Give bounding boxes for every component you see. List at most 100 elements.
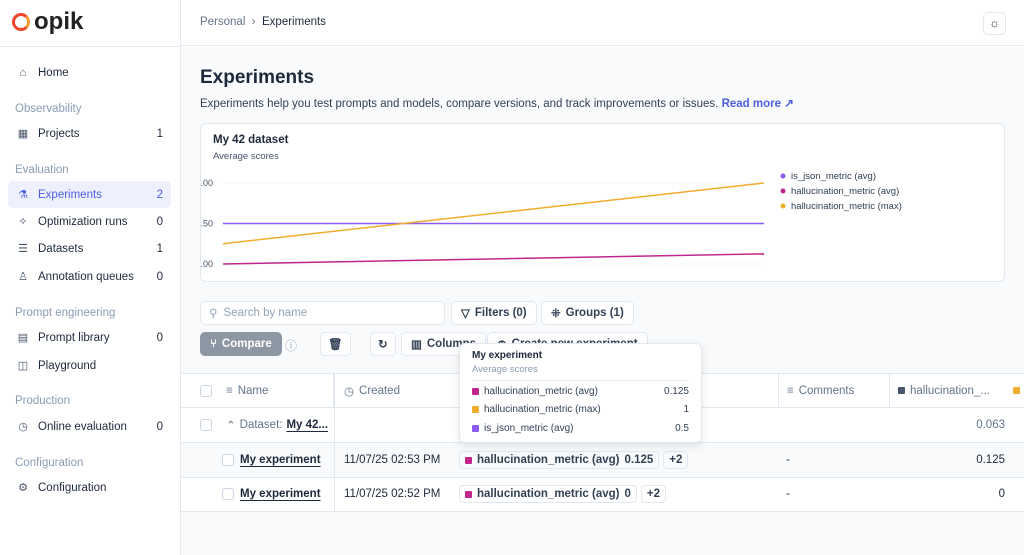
sun-icon: ☼ [989, 16, 1000, 30]
split-icon: ⑂ [210, 338, 217, 350]
sidebar-item-count: 0 [156, 420, 163, 433]
score-cell: 0.125 [976, 454, 1005, 466]
breadcrumb-experiments: Experiments [262, 16, 326, 28]
sidebar-item-label: Home [38, 66, 69, 79]
tooltip-value: 0.5 [675, 423, 689, 434]
trash-icon: 🗑 [328, 339, 343, 351]
legend-label: hallucination_metric (max) [791, 201, 902, 212]
column-next[interactable] [1013, 374, 1020, 407]
sidebar-item-home[interactable]: ⌂ Home [8, 59, 171, 86]
sidebar-item-playground[interactable]: ◫ Playground [8, 352, 171, 379]
tooltip-title: My experiment [472, 350, 543, 361]
row-checkbox[interactable] [222, 454, 234, 466]
sidebar-item-configuration[interactable]: ⚙ Configuration [8, 474, 171, 501]
tooltip-label: is_json_metric (avg) [484, 423, 574, 434]
columns-icon: ▥ [411, 339, 422, 351]
flask-icon: ⚗ [18, 189, 28, 201]
row-checkbox[interactable] [200, 419, 212, 431]
column-created[interactable]: ◷ Created [344, 374, 400, 407]
sidebar-item-optimization-runs[interactable]: ✧ Optimization runs 0 [8, 208, 171, 235]
sidebar-item-datasets[interactable]: ☰ Datasets 1 [8, 235, 171, 262]
home-icon: ⌂ [19, 66, 27, 79]
column-label: hallucination_... [910, 384, 990, 397]
chart-title: My 42 dataset [213, 134, 289, 146]
refresh-icon: ↻ [378, 339, 388, 351]
score-color-icon [898, 387, 905, 394]
column-hallucination[interactable]: hallucination_... [898, 374, 990, 407]
column-name[interactable]: ≡ Name [226, 374, 334, 407]
score-color-icon [465, 490, 472, 498]
legend-label: is_json_metric (avg) [791, 171, 876, 182]
chart-card: My 42 dataset Average scores 0.00 0.50 1.0… [200, 123, 1005, 282]
help-icon[interactable]: ⓘ [285, 339, 298, 353]
more-scores-badge[interactable]: +2 [640, 485, 667, 503]
section-prompt-engineering: Prompt engineering [15, 307, 116, 319]
filter-icon: ▽ [461, 308, 470, 320]
legend-label: hallucination_metric (avg) [791, 186, 899, 197]
legend-marker [780, 203, 786, 209]
scores-cell: hallucination_metric (avg) 0 +2 [459, 477, 667, 511]
breadcrumb-personal[interactable]: Personal [200, 16, 246, 28]
select-all-checkbox[interactable] [200, 384, 212, 397]
chart-subtitle: Average scores [213, 151, 279, 162]
sidebar: opik ⌂ Home Observability ▦ Projects 1 Eval… [0, 0, 181, 555]
sidebar-item-label: Annotation queues [38, 270, 134, 283]
series-line [222, 253, 765, 265]
experiment-link[interactable]: My experiment [240, 454, 321, 466]
scores-cell: hallucination_metric (avg) 0.125 +2 [459, 443, 689, 477]
theme-toggle-button[interactable]: ☼ [983, 12, 1006, 35]
chevron-up-icon[interactable]: ⌃ [226, 420, 236, 432]
page-title: Experiments [200, 67, 315, 88]
tooltip-value: 0.125 [663, 386, 689, 397]
refresh-button[interactable]: ↻ [370, 332, 396, 356]
sidebar-item-projects[interactable]: ▦ Projects 1 [8, 120, 171, 147]
file-icon: ▤ [17, 332, 29, 344]
group-prefix: Dataset: [239, 419, 283, 431]
tooltip-value: 1 [683, 404, 689, 415]
groups-label: Groups (1) [565, 307, 624, 319]
opik-logo[interactable]: opik [12, 8, 83, 36]
database-icon: ☰ [18, 243, 28, 255]
section-configuration: Configuration [15, 457, 84, 469]
column-label: Created [359, 384, 400, 397]
sidebar-item-experiments[interactable]: ⚗ Experiments 2 [8, 181, 171, 208]
tooltip-row: hallucination_metric (avg) 0.125 [472, 386, 689, 397]
groups-button[interactable]: ⁜ Groups (1) [541, 301, 634, 325]
group-score: 0.063 [976, 419, 1005, 431]
compare-button[interactable]: ⑂ Compare [200, 332, 282, 356]
y-tick-label: 0.00 [201, 259, 213, 269]
filters-button[interactable]: ▽ Filters (0) [451, 301, 537, 325]
score-color-icon [465, 456, 472, 464]
compare-label: Compare [221, 338, 272, 350]
score-tag-value: 0 [624, 488, 631, 500]
tooltip-label: hallucination_metric (avg) [484, 386, 598, 397]
filters-label: Filters (0) [474, 307, 527, 319]
sidebar-item-prompt-library[interactable]: ▤ Prompt library 0 [8, 324, 171, 351]
divider [0, 46, 181, 47]
delete-button[interactable]: 🗑 [320, 332, 351, 356]
table-row[interactable]: My experiment 11/07/25 02:52 PM hallucin… [181, 477, 1024, 512]
sidebar-item-count: 0 [156, 215, 163, 228]
column-label: Comments [798, 384, 855, 397]
sidebar-item-label: Projects [38, 127, 80, 140]
read-more-link[interactable]: Read more ↗ [722, 98, 794, 110]
created-cell: 11/07/25 02:52 PM [344, 488, 441, 500]
table-row[interactable]: My experiment 11/07/25 02:53 PM hallucin… [181, 443, 1024, 478]
comments-cell: - [786, 488, 790, 500]
more-scores-badge[interactable]: +2 [663, 451, 689, 469]
created-cell: 11/07/25 02:53 PM [344, 454, 441, 466]
dataset-link[interactable]: My 42... [286, 419, 329, 431]
sidebar-item-online-evaluation[interactable]: ◷ Online evaluation 0 [8, 413, 171, 440]
column-comments[interactable]: ≡ Comments [778, 374, 890, 407]
score-tag[interactable]: hallucination_metric (avg) 0.125 [459, 451, 660, 469]
row-checkbox[interactable] [222, 488, 234, 500]
sidebar-item-count: 2 [156, 188, 163, 201]
experiment-link[interactable]: My experiment [240, 488, 321, 500]
sidebar-item-annotation-queues[interactable]: ♙ Annotation queues 0 [8, 263, 171, 290]
text-icon: ≡ [226, 384, 233, 397]
color-swatch-icon [472, 406, 479, 413]
score-tag[interactable]: hallucination_metric (avg) 0 [459, 485, 637, 503]
search-input[interactable]: ⚲ Search by name [200, 301, 445, 325]
group-icon: ⁜ [551, 308, 561, 320]
scores-tooltip: My experiment Average scores hallucinati… [459, 343, 702, 443]
